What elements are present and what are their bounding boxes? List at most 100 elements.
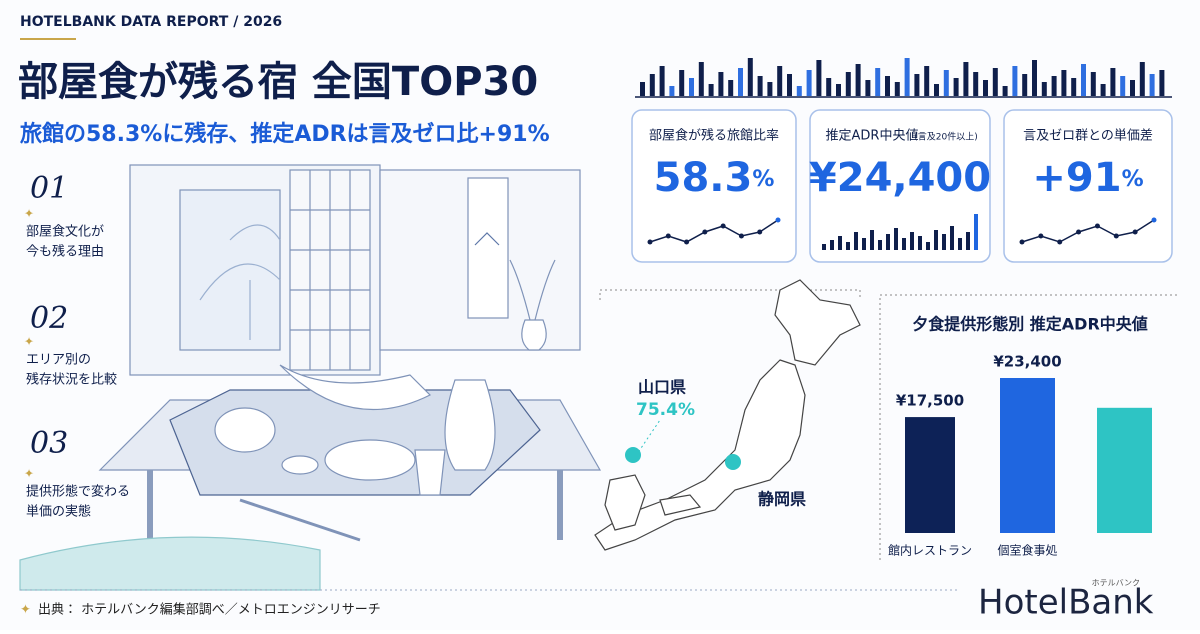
kpi-value: 58.3% — [654, 155, 775, 201]
deco-bar — [747, 58, 753, 96]
sparkline — [1021, 219, 1155, 243]
deco-bar — [796, 86, 802, 96]
spark-bar — [838, 236, 842, 250]
kpi-note: (言及20件以上) — [914, 131, 977, 143]
spark-bar — [854, 232, 858, 250]
point-number: 01 — [30, 171, 68, 206]
deco-bar — [914, 74, 920, 96]
source-star: ✦ — [20, 603, 31, 618]
map-pin — [725, 454, 741, 470]
point-star: ✦ — [24, 467, 34, 481]
kpi-value-number: +91 — [1032, 155, 1121, 201]
chart-frame — [879, 294, 1180, 560]
kpi-unit: % — [1122, 167, 1144, 192]
point-line: 提供形態で変わる — [26, 484, 130, 500]
deco-bar — [963, 62, 969, 96]
deco-bar — [924, 66, 930, 96]
deco-bar — [816, 60, 822, 96]
point-line: 残存状況を比較 — [26, 373, 117, 388]
logo: HotelBank — [978, 583, 1154, 623]
sparkline — [649, 219, 779, 243]
pin-name: 静岡県 — [758, 490, 806, 509]
pin-leader — [632, 419, 661, 461]
spark-bar — [950, 226, 954, 250]
spark-bar — [926, 242, 930, 250]
spark-dot — [1132, 229, 1138, 235]
japan-map — [594, 279, 861, 551]
bar — [905, 417, 955, 533]
value-label: ¥23,400 — [993, 353, 1061, 371]
point-line: 部屋食文化が — [26, 225, 104, 240]
deco-bar — [787, 74, 792, 96]
point-line: 今も残る理由 — [26, 244, 104, 260]
deco-bar — [649, 74, 655, 96]
deco-bar — [640, 82, 645, 96]
deco-bar — [1130, 80, 1135, 96]
spark-dot — [1113, 233, 1119, 239]
deco-bar — [1120, 76, 1126, 96]
kpi-value-number: ¥24,400 — [809, 155, 991, 201]
value-label: ¥17,500 — [896, 392, 964, 410]
deco-bar — [953, 78, 959, 96]
spark-dot — [702, 229, 708, 235]
chart-title: 夕食提供形態別 推定ADR中央値 — [912, 315, 1148, 334]
kpi-value: +91% — [1032, 155, 1143, 201]
illustration — [19, 164, 602, 591]
deco-bar — [875, 68, 881, 96]
pin-value: 75.4% — [636, 400, 695, 420]
spark-bar — [966, 232, 970, 250]
title: 部屋食が残る宿 全国TOP30 — [18, 59, 538, 105]
spark-dot — [647, 239, 653, 245]
deco-bar — [728, 80, 734, 96]
spark-bar — [862, 238, 866, 250]
spark-dot — [1094, 223, 1100, 229]
deco-bar — [659, 66, 665, 96]
deco-bar — [855, 64, 861, 96]
deco-bar — [1110, 68, 1116, 96]
spark-bar — [974, 214, 978, 250]
deco-bar — [1032, 60, 1037, 96]
point-number: 03 — [30, 426, 68, 461]
deco-bar — [1081, 64, 1086, 96]
spark-dot — [738, 233, 744, 239]
spark-dot — [1057, 239, 1063, 245]
deco-bar — [1159, 70, 1165, 96]
spark-dot — [684, 239, 690, 245]
deco-bar — [983, 80, 988, 96]
deco-bar — [669, 86, 675, 96]
deco-bar — [767, 82, 773, 96]
spark-bar — [942, 234, 946, 250]
deco-bar — [1139, 62, 1145, 96]
kpi-unit: % — [752, 167, 774, 192]
subtitle: 旅館の58.3%に残存、推定ADRは言及ゼロ比+91% — [20, 121, 550, 147]
spark-bar — [910, 232, 914, 250]
spark-dot — [757, 229, 763, 235]
spark-bar — [822, 244, 826, 250]
map-frame — [599, 289, 861, 300]
map-pin — [625, 447, 641, 463]
spark-dot — [1076, 229, 1082, 235]
spark-dot — [720, 223, 726, 229]
decorative-bars — [640, 58, 1165, 96]
deco-bar — [943, 70, 949, 96]
kpi-label: 部屋食が残る旅館比率 — [649, 129, 779, 144]
deco-bar — [1090, 72, 1096, 96]
spark-dot — [775, 217, 781, 223]
spark-bar — [846, 242, 850, 250]
deco-bar — [934, 84, 939, 96]
spark-bar — [878, 240, 882, 250]
bar — [1097, 407, 1152, 533]
point-number: 02 — [30, 301, 68, 336]
spark-bar — [958, 238, 962, 250]
deco-bar — [1100, 84, 1106, 96]
deco-bar — [698, 62, 704, 96]
category-label: 館内レストラン — [888, 544, 972, 558]
deco-bar — [708, 84, 714, 96]
deco-bar — [885, 76, 890, 96]
deco-bar — [1041, 82, 1047, 96]
deco-bar — [738, 68, 743, 96]
category-label: 個室食事処 — [997, 544, 1057, 558]
deco-bar — [894, 82, 900, 96]
spark-bar — [870, 230, 874, 250]
deco-bar — [757, 76, 763, 96]
